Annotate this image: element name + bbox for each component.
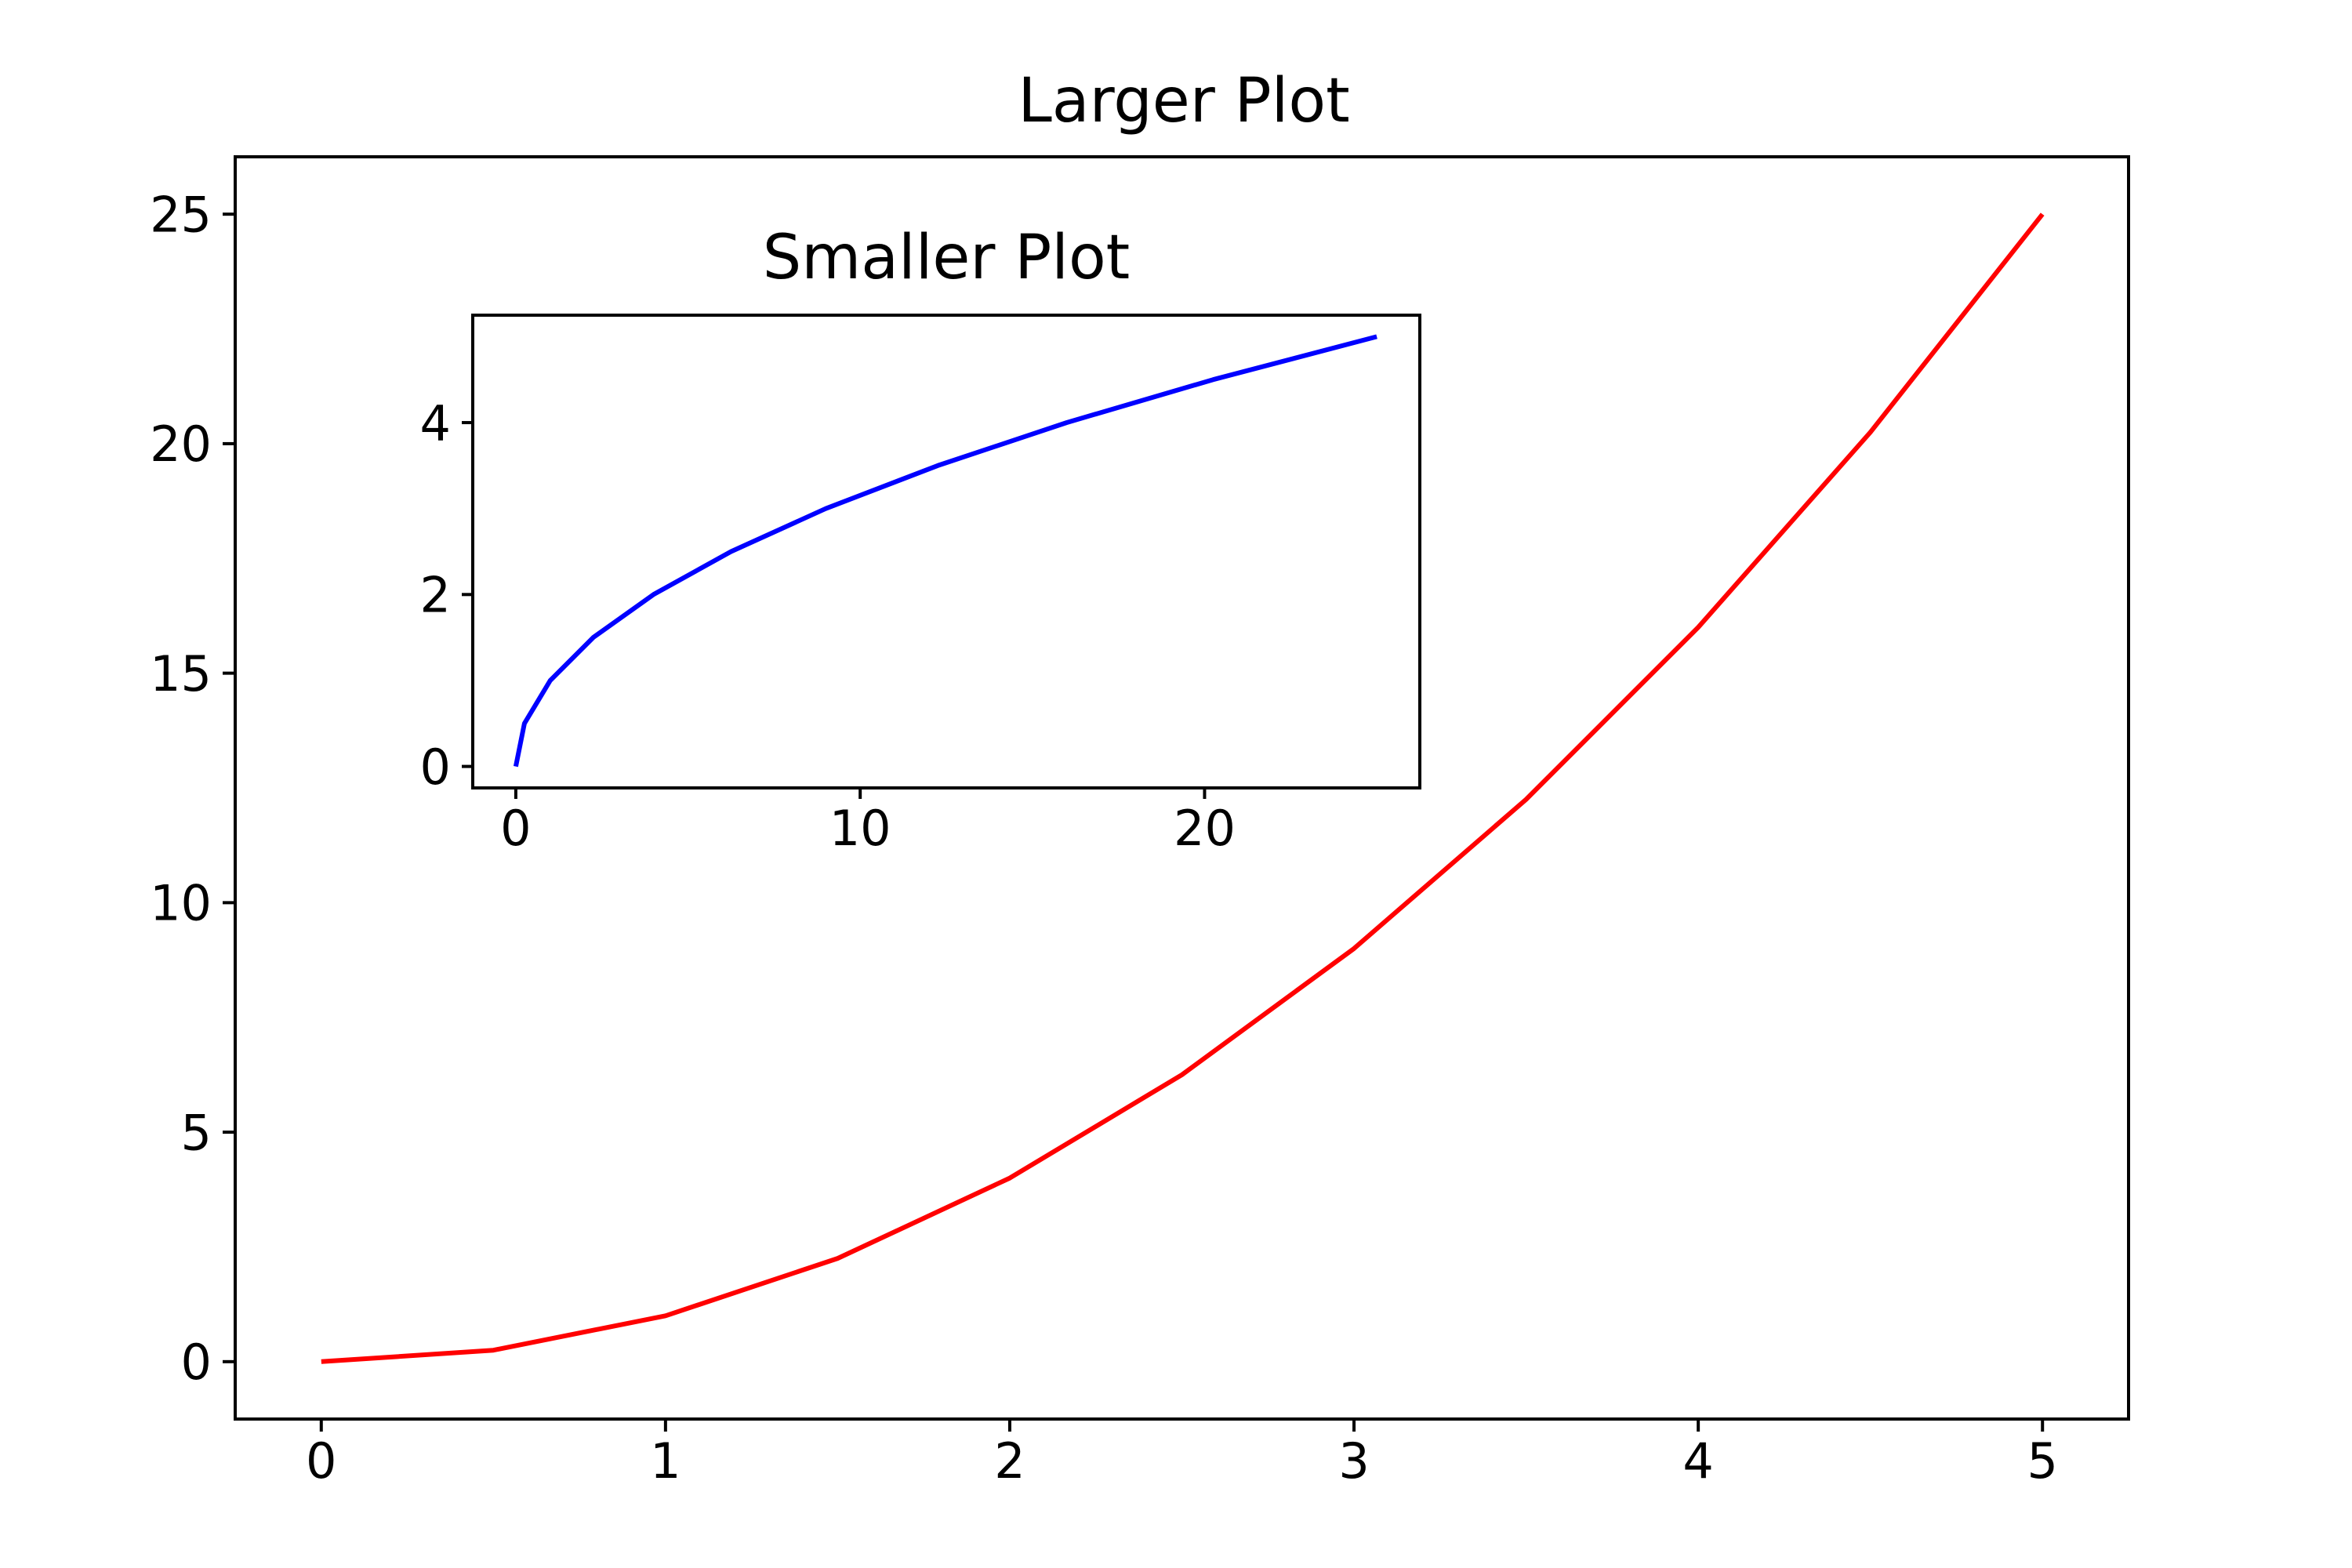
inset-plot-y-tick-label: 0 — [420, 739, 451, 796]
main-plot-y-tick-label: 15 — [150, 645, 212, 702]
main-plot-x-tick-label: 5 — [2027, 1432, 2058, 1490]
inset-plot-series-line — [513, 334, 1377, 768]
inset-plot-title: Smaller Plot — [763, 223, 1131, 293]
main-plot-title: Larger Plot — [1018, 66, 1349, 136]
main-plot-x-tick-label: 0 — [306, 1432, 336, 1490]
main-plot-series-line — [321, 212, 2045, 1364]
inset-plot-x-tick-label: 20 — [1174, 800, 1236, 857]
inset-plot-x-tick-label: 10 — [829, 800, 891, 857]
main-plot-x-tick-label: 1 — [650, 1432, 681, 1490]
main-plot-y-tick-label: 0 — [181, 1334, 212, 1391]
main-plot-y-tick-label: 10 — [150, 875, 212, 932]
main-plot-x-tick-label: 4 — [1682, 1432, 1713, 1490]
main-plot-y-tick-label: 20 — [150, 416, 212, 473]
main-plot-x-tick-label: 3 — [1338, 1432, 1369, 1490]
inset-plot-frame — [471, 314, 1421, 789]
inset-plot-series — [513, 334, 1377, 768]
main-plot-y-tick-label: 25 — [150, 187, 212, 244]
main-plot-x-tick-label: 2 — [994, 1432, 1025, 1490]
inset-plot-ticks: 0 10 20 0 2 4 — [420, 394, 1236, 857]
inset-plot: Smaller Plot 0 10 20 0 2 4 — [420, 223, 1421, 857]
inset-plot-x-tick-label: 0 — [500, 800, 531, 857]
main-plot-y-tick-label: 5 — [181, 1104, 212, 1161]
inset-plot-y-tick-label: 4 — [420, 394, 451, 452]
inset-plot-background — [473, 315, 1420, 788]
main-plot-frame — [234, 155, 2130, 1421]
inset-plot-y-tick-label: 2 — [420, 567, 451, 624]
main-plot-series — [321, 212, 2045, 1364]
